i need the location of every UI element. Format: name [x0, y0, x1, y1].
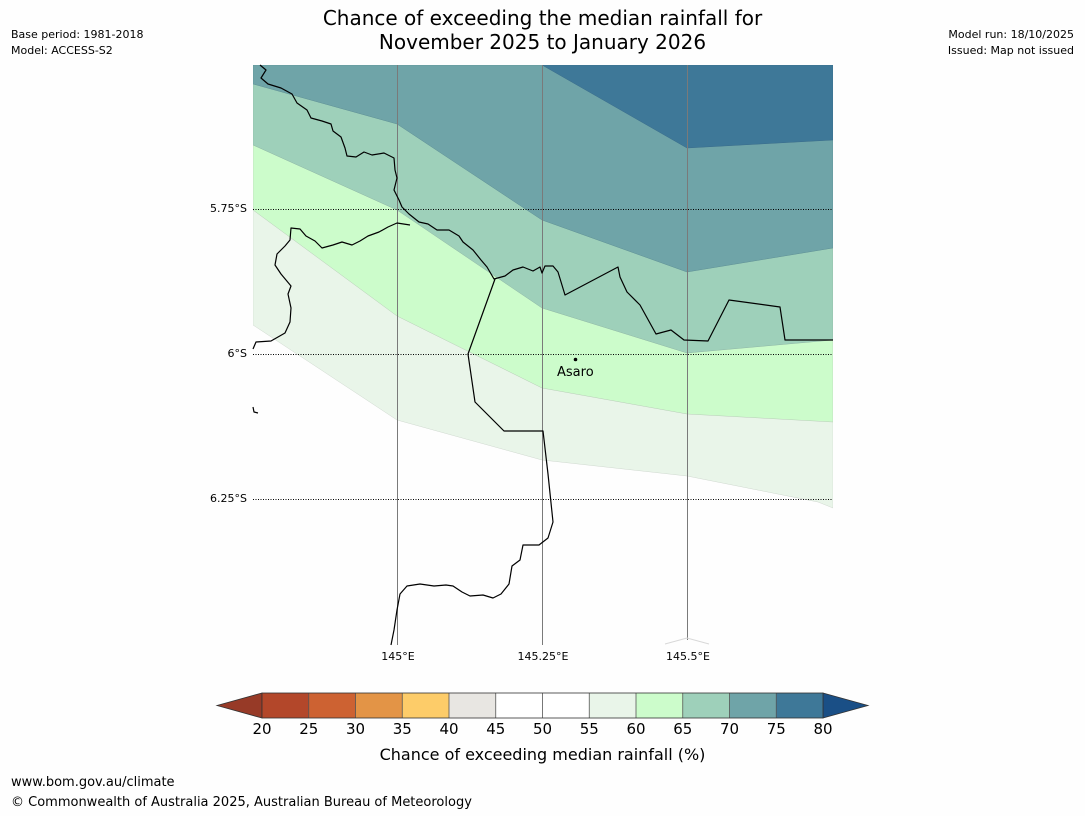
base-period-label: Base period: 1981-2018 — [11, 28, 144, 41]
title-line-2: November 2025 to January 2026 — [378, 30, 707, 54]
legend-segment-25-30 — [308, 693, 356, 718]
legend-tick-label: 75 — [766, 720, 786, 738]
lat-label-6: 6°S — [227, 347, 247, 360]
legend-segment-40-45 — [449, 693, 496, 718]
legend-below-triangle — [215, 692, 263, 719]
lon-label-145-5: 145.5°E — [666, 650, 710, 663]
lat-label-6-25: 6.25°S — [210, 492, 247, 505]
legend-segment-35-40 — [402, 693, 449, 718]
legend-segment-20-25 — [262, 693, 309, 718]
legend-tick-label: 40 — [439, 720, 459, 738]
legend-segment-30-35 — [355, 693, 403, 718]
legend-frame — [261, 692, 824, 719]
legend-tick-label: 45 — [486, 720, 506, 738]
legend-title: Chance of exceeding median rainfall (%) — [379, 745, 706, 764]
footer-copyright: © Commonwealth of Australia 2025, Austra… — [11, 795, 472, 810]
lon-label-145-25: 145.25°E — [517, 650, 569, 663]
legend-segment-75-80 — [776, 693, 823, 718]
border-mid-west — [252, 222, 411, 350]
legend-tick-label: 60 — [626, 720, 646, 738]
legend-above-triangle — [822, 692, 870, 719]
legend-colorbar — [215, 692, 870, 719]
legend-tick-label: 20 — [252, 720, 272, 738]
legend-tick-label: 25 — [299, 720, 319, 738]
legend-tick-label: 30 — [345, 720, 366, 738]
issued-label: Issued: Map not issued — [947, 44, 1074, 57]
place-label-asaro: Asaro — [557, 365, 594, 380]
footer-url: www.bom.gov.au/climate — [11, 775, 175, 790]
meridian-end-mark — [664, 637, 710, 645]
legend-tick-label: 80 — [813, 720, 833, 738]
title-line-1: Chance of exceeding the median rainfall … — [322, 6, 763, 30]
border-center — [390, 278, 554, 646]
legend-segment-60-65 — [636, 693, 683, 718]
lat-label-5-75: 5.75°S — [210, 202, 247, 215]
legend-tick-label: 55 — [579, 720, 599, 738]
legend-segment-45-50 — [495, 693, 543, 718]
legend-segment-65-70 — [682, 693, 730, 718]
legend-segment-70-75 — [729, 693, 777, 718]
asaro-marker — [573, 357, 578, 362]
parallel-lines — [253, 209, 833, 500]
legend-tick-label: 65 — [673, 720, 693, 738]
province-borders — [252, 64, 833, 646]
legend-tick-label: 50 — [532, 720, 553, 738]
lon-label-145: 145°E — [381, 650, 415, 663]
model-run-label: Model run: 18/10/2025 — [948, 28, 1074, 41]
model-label: Model: ACCESS-S2 — [11, 44, 113, 57]
legend-tick-label: 70 — [719, 720, 740, 738]
legend-segment-55-60 — [589, 693, 636, 718]
meridian-lines — [397, 65, 688, 645]
border-north — [259, 64, 833, 342]
legend-tick-label: 35 — [392, 720, 412, 738]
border-stub — [252, 406, 259, 414]
map-title: Chance of exceeding the median rainfall … — [0, 6, 1085, 54]
legend-segment-50-55 — [542, 693, 590, 718]
